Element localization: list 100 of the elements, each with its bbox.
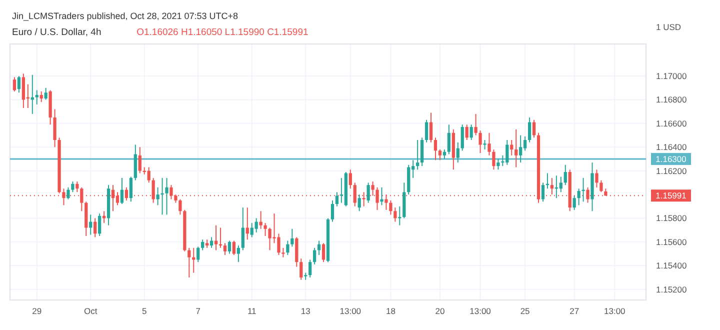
candlestick <box>492 148 496 170</box>
candlestick <box>394 207 397 222</box>
x-tick-label: 11 <box>247 306 257 316</box>
x-tick-label: 13:00 <box>604 306 626 316</box>
candlestick <box>478 130 482 154</box>
candlestick <box>456 142 460 164</box>
candlestick <box>259 210 262 230</box>
candlestick <box>201 239 204 251</box>
candlestick <box>134 144 137 181</box>
candlestick <box>438 148 442 161</box>
candlestick <box>264 222 267 236</box>
candlestick <box>442 148 446 160</box>
candlestick <box>465 124 468 140</box>
y-tick-label: 1.15800 <box>656 213 687 224</box>
candlestick <box>156 186 160 206</box>
candlestick <box>120 177 124 204</box>
x-tick-label: 13 <box>300 306 311 316</box>
candlestick <box>66 186 70 200</box>
candlestick <box>577 188 580 206</box>
ref-line-label: 1.15991 <box>656 190 687 201</box>
candlestick <box>12 76 16 92</box>
candlestick <box>290 228 294 248</box>
candlestick <box>514 128 518 168</box>
candlestick <box>366 182 370 204</box>
x-tick-label: 13:00 <box>340 306 362 316</box>
candlestick <box>550 177 554 196</box>
candlestick <box>470 124 473 140</box>
candlestick <box>358 194 361 212</box>
candlestick <box>600 180 603 193</box>
candlestick <box>286 240 290 256</box>
candlestick <box>474 113 478 136</box>
candlestick <box>564 164 567 186</box>
x-tick-label: 25 <box>520 306 530 316</box>
x-tick-label: 5 <box>142 306 147 316</box>
ref-line-label: 1.16300 <box>656 154 687 164</box>
candlestick <box>572 195 576 210</box>
candlestick <box>582 177 585 202</box>
x-tick-label: 7 <box>196 306 201 316</box>
candlestick <box>528 116 532 143</box>
x-tick-label: Oct <box>84 306 98 316</box>
candlestick <box>210 236 214 248</box>
candlestick <box>124 186 128 201</box>
x-tick-label: 20 <box>435 306 445 316</box>
candlestick <box>434 137 438 161</box>
candlestick <box>165 177 168 216</box>
y-tick-label: 1.15400 <box>656 260 687 271</box>
y-tick-label: 1.15200 <box>656 284 687 294</box>
candlestick <box>335 192 339 207</box>
candlestick <box>246 207 249 240</box>
candlestick <box>138 146 142 174</box>
y-tick-label: 1.16400 <box>656 142 687 152</box>
candlestick <box>483 140 486 150</box>
chart-subtitle: O1.16026 H1.16050 L1.15990 C1.15991 <box>136 27 308 38</box>
candlestick <box>236 244 240 263</box>
y-axis-title: 1 USD <box>656 22 682 32</box>
candlestick <box>254 218 258 233</box>
candlestick <box>447 124 450 155</box>
candlestick <box>541 182 545 202</box>
candlestick <box>559 176 562 193</box>
candlestick <box>147 166 150 184</box>
candlestick <box>488 132 491 156</box>
x-tick-label: 13:00 <box>470 306 492 316</box>
candlestick <box>330 200 334 222</box>
candlestick <box>71 180 74 193</box>
candlestick <box>496 158 500 170</box>
candlestick <box>40 90 43 103</box>
candlestick <box>223 242 227 256</box>
candlestick <box>532 119 536 138</box>
x-tick-label: 29 <box>32 306 42 316</box>
candlestick <box>295 236 298 268</box>
candlestick <box>232 240 236 256</box>
candlestick <box>389 200 392 216</box>
candlestick <box>416 140 420 170</box>
candlestick <box>241 207 244 251</box>
candlestick <box>348 169 352 190</box>
candlestick <box>94 218 97 238</box>
y-tick-label: 1.16200 <box>656 166 687 176</box>
candlestick <box>595 169 598 188</box>
y-tick-label: 1.17000 <box>656 70 687 81</box>
y-tick-label: 1.16800 <box>656 94 687 105</box>
candlestick <box>129 176 132 202</box>
candlestick <box>519 134 522 164</box>
candlestick <box>282 247 285 258</box>
candlestick <box>22 73 26 108</box>
candlestick <box>160 177 164 216</box>
candlestick <box>188 247 191 278</box>
candlestick <box>35 90 38 105</box>
candlestick <box>460 124 464 152</box>
candlestick <box>214 224 218 251</box>
chart-title: Euro / U.S. Dollar, 4h <box>12 27 102 38</box>
x-tick-label: 18 <box>386 306 396 316</box>
candlestick <box>312 247 316 265</box>
candlestick <box>98 212 102 236</box>
candlestick <box>44 87 48 100</box>
candlestick <box>429 112 433 143</box>
x-tick-label: 27 <box>570 306 580 316</box>
candlestick <box>178 198 182 216</box>
candlestick <box>380 186 384 206</box>
candlestick <box>424 119 428 143</box>
candlestick <box>322 242 326 263</box>
